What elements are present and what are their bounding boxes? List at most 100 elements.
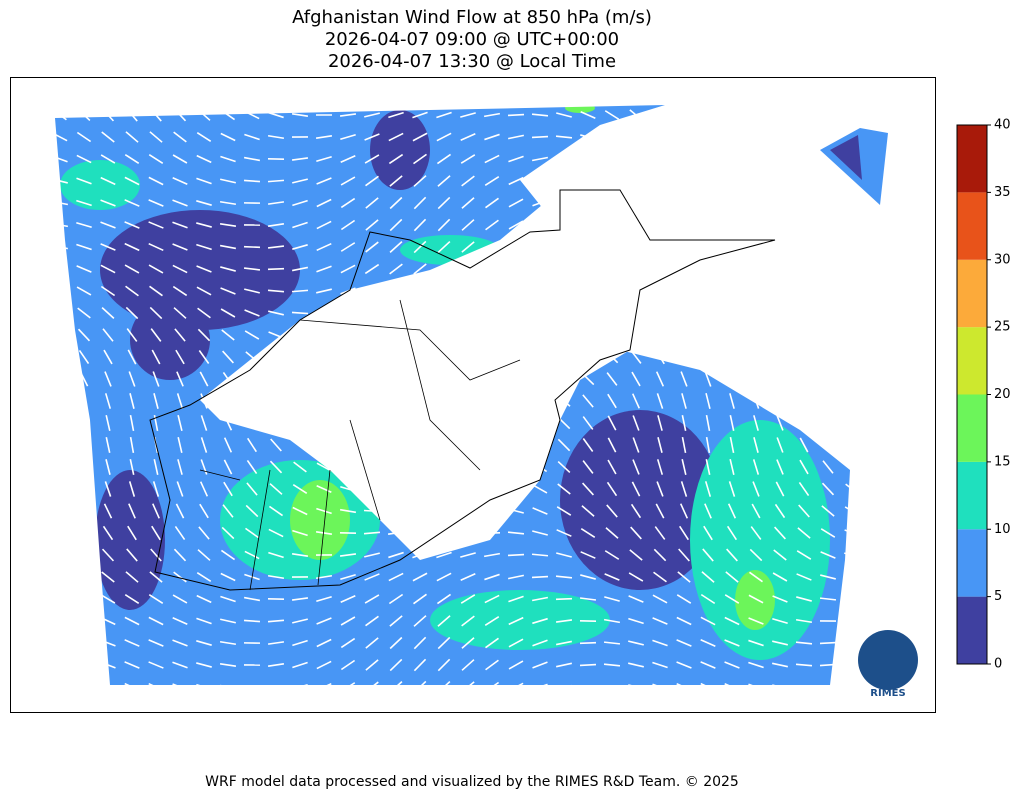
wind-arrow [795, 663, 813, 667]
wind-arrow [772, 265, 788, 273]
wind-arrow [795, 223, 813, 227]
colorbar-segment [957, 259, 987, 328]
wind-arrow [388, 286, 404, 296]
wind-arrow [729, 436, 735, 454]
wind-arrow [604, 266, 620, 272]
wind-arrow [243, 156, 261, 162]
wind-arrow [603, 685, 621, 689]
colorbar-tick-label: 40 [994, 118, 1011, 133]
wind-arrow [628, 244, 644, 250]
wind-arrow [844, 662, 860, 668]
wind-arrow [267, 201, 285, 205]
wind-arrow [100, 199, 116, 207]
wind-arrow [508, 155, 524, 163]
wind-arrow [413, 218, 427, 232]
wind-arrow [508, 574, 524, 580]
wind-arrow [628, 617, 644, 625]
wind-arrow [388, 572, 404, 582]
wind-arrow [316, 288, 332, 294]
wind-arrow [52, 684, 68, 690]
wind-arrow [557, 483, 571, 495]
wind-arrow [750, 526, 762, 540]
wind-arrow [581, 372, 595, 386]
wind-arrow [582, 416, 594, 430]
wind-arrow [339, 333, 357, 337]
wind-arrow [196, 243, 212, 251]
wind-arrow [677, 571, 691, 583]
wind-arrow [387, 355, 405, 359]
wind-arrow [411, 420, 429, 426]
wind-arrow [844, 112, 860, 118]
wind-arrow [820, 528, 836, 538]
wind-arrow [772, 595, 788, 603]
wind-arrow [413, 263, 427, 275]
wind-arrow [153, 393, 159, 409]
wind-arrow [508, 660, 524, 670]
wind-arrow [56, 437, 64, 453]
wind-arrow [316, 638, 332, 648]
wind-arrow [704, 371, 712, 387]
wind-arrow [339, 508, 357, 514]
wind-arrow [267, 685, 285, 689]
wind-arrow [532, 374, 548, 384]
wind-arrow [316, 242, 332, 252]
wind-arrow [76, 243, 92, 251]
wind-arrow [267, 267, 285, 271]
wind-arrow [628, 177, 644, 185]
wind-arrow [292, 353, 308, 361]
wind-arrow [101, 548, 115, 562]
wind-arrow [388, 551, 404, 559]
wind-arrow [339, 553, 357, 557]
wind-arrow [222, 504, 234, 518]
wind-arrow [268, 352, 284, 362]
wind-arrow [315, 311, 333, 315]
wind-arrow [653, 571, 667, 583]
wind-arrow [508, 265, 524, 273]
wind-arrow [436, 153, 452, 165]
wind-arrow [292, 684, 308, 690]
wind-arrow [52, 155, 68, 163]
wind-arrow [293, 417, 307, 429]
wind-band [400, 235, 500, 265]
wind-arrow [772, 572, 788, 582]
wind-arrow [340, 659, 356, 671]
wind-arrow [80, 437, 88, 453]
wind-arrow [533, 439, 547, 451]
wind-arrow [270, 416, 282, 430]
wind-arrow [363, 486, 381, 492]
wind-arrow [580, 574, 596, 580]
wind-arrow [172, 594, 188, 604]
wind-arrow [316, 485, 332, 493]
wind-arrow [819, 267, 837, 271]
wind-arrow [775, 371, 785, 387]
wind-arrow [680, 371, 688, 387]
wind-arrow [821, 351, 835, 363]
wind-arrow [246, 415, 258, 431]
wind-arrow [700, 242, 716, 252]
wind-arrow [677, 285, 691, 297]
wind-arrow [797, 527, 811, 539]
wind-arrow [459, 377, 477, 381]
wind-arrow [55, 481, 65, 497]
wind-arrow [677, 306, 691, 320]
wind-arrow [199, 503, 209, 519]
wind-arrow [245, 504, 259, 518]
wind-arrow [821, 505, 835, 517]
wind-arrow [176, 481, 184, 497]
wind-arrow [199, 481, 209, 497]
wind-arrow [149, 131, 163, 143]
wind-arrow [411, 442, 429, 448]
wind-arrow [603, 223, 621, 227]
wind-arrow [101, 131, 115, 143]
wind-arrow [315, 333, 333, 337]
wind-arrow [607, 415, 617, 431]
wind-arrow [796, 156, 812, 162]
wind-arrow [389, 636, 403, 650]
wind-arrow [316, 507, 332, 515]
wind-arrow [460, 154, 476, 164]
wind-arrow [727, 349, 737, 365]
wind-arrow [54, 504, 66, 518]
wind-arrow [555, 244, 573, 250]
wind-arrow [148, 242, 164, 252]
wind-arrow [100, 285, 116, 297]
